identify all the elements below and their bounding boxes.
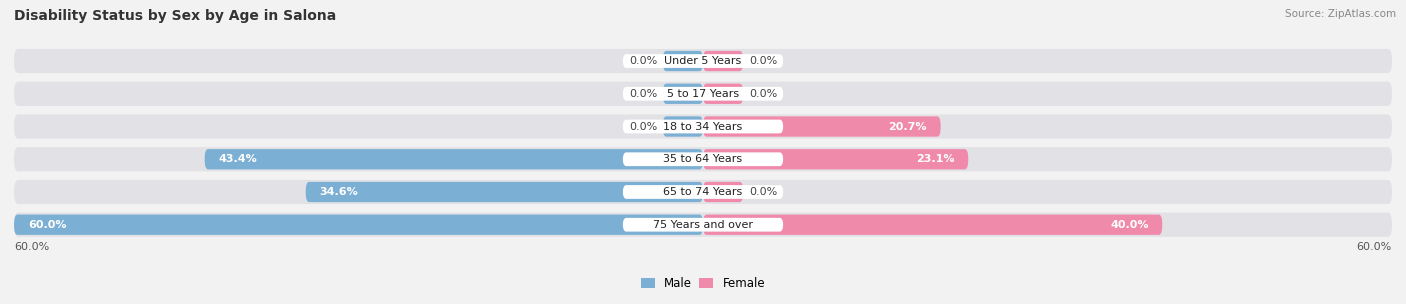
FancyBboxPatch shape [703, 215, 1163, 235]
Legend: Male, Female: Male, Female [641, 277, 765, 290]
FancyBboxPatch shape [703, 116, 941, 137]
Text: 0.0%: 0.0% [749, 56, 778, 66]
Text: 75 Years and over: 75 Years and over [652, 220, 754, 230]
Text: 43.4%: 43.4% [218, 154, 257, 164]
Text: 0.0%: 0.0% [628, 122, 657, 132]
FancyBboxPatch shape [14, 49, 1392, 73]
FancyBboxPatch shape [703, 84, 744, 104]
Text: 34.6%: 34.6% [319, 187, 359, 197]
Text: 0.0%: 0.0% [628, 56, 657, 66]
FancyBboxPatch shape [662, 116, 703, 137]
Text: 65 to 74 Years: 65 to 74 Years [664, 187, 742, 197]
Text: Under 5 Years: Under 5 Years [665, 56, 741, 66]
FancyBboxPatch shape [623, 185, 783, 199]
Text: 0.0%: 0.0% [749, 187, 778, 197]
FancyBboxPatch shape [14, 215, 703, 235]
Text: 60.0%: 60.0% [14, 242, 49, 252]
FancyBboxPatch shape [14, 212, 1392, 237]
FancyBboxPatch shape [623, 54, 783, 68]
FancyBboxPatch shape [205, 149, 703, 169]
FancyBboxPatch shape [14, 82, 1392, 106]
Text: 35 to 64 Years: 35 to 64 Years [664, 154, 742, 164]
Text: 18 to 34 Years: 18 to 34 Years [664, 122, 742, 132]
FancyBboxPatch shape [14, 147, 1392, 171]
FancyBboxPatch shape [662, 51, 703, 71]
FancyBboxPatch shape [305, 182, 703, 202]
Text: 60.0%: 60.0% [28, 220, 66, 230]
Text: 5 to 17 Years: 5 to 17 Years [666, 89, 740, 99]
Text: 40.0%: 40.0% [1109, 220, 1149, 230]
FancyBboxPatch shape [623, 120, 783, 133]
FancyBboxPatch shape [623, 218, 783, 232]
Text: 0.0%: 0.0% [749, 89, 778, 99]
FancyBboxPatch shape [623, 152, 783, 166]
Text: 20.7%: 20.7% [889, 122, 927, 132]
Text: 23.1%: 23.1% [915, 154, 955, 164]
Text: Source: ZipAtlas.com: Source: ZipAtlas.com [1285, 9, 1396, 19]
FancyBboxPatch shape [703, 149, 969, 169]
Text: 60.0%: 60.0% [1357, 242, 1392, 252]
FancyBboxPatch shape [623, 87, 783, 101]
FancyBboxPatch shape [14, 180, 1392, 204]
FancyBboxPatch shape [703, 51, 744, 71]
FancyBboxPatch shape [703, 182, 744, 202]
Text: 0.0%: 0.0% [628, 89, 657, 99]
Text: Disability Status by Sex by Age in Salona: Disability Status by Sex by Age in Salon… [14, 9, 336, 23]
FancyBboxPatch shape [14, 114, 1392, 139]
FancyBboxPatch shape [662, 84, 703, 104]
